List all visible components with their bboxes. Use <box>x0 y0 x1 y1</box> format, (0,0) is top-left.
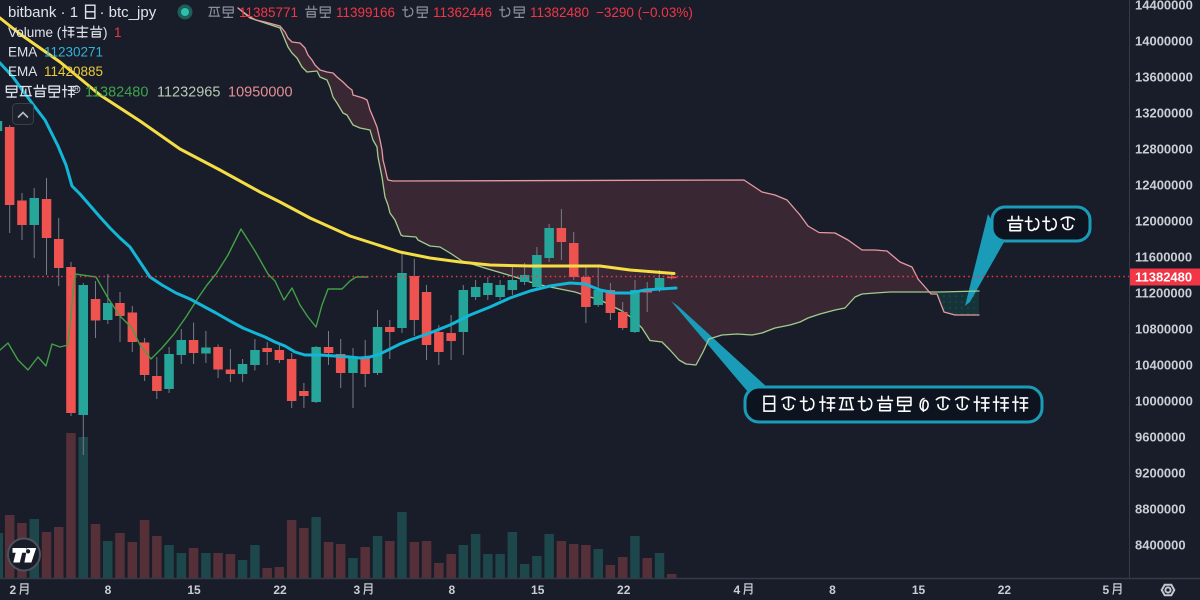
svg-text:9600000: 9600000 <box>1135 430 1186 445</box>
svg-text:5: 5 <box>1103 583 1110 597</box>
svg-text:3: 3 <box>354 583 361 597</box>
svg-text:10400000: 10400000 <box>1135 358 1193 373</box>
svg-text:): ) <box>103 25 108 40</box>
svg-text:10000000: 10000000 <box>1135 394 1193 409</box>
svg-text:15: 15 <box>912 583 926 597</box>
svg-text:2: 2 <box>10 583 17 597</box>
svg-text:12400000: 12400000 <box>1135 178 1193 193</box>
svg-text:R: R <box>74 87 79 93</box>
svg-text:11382480: 11382480 <box>1135 270 1192 285</box>
svg-text:11420885: 11420885 <box>44 64 103 79</box>
svg-text:9200000: 9200000 <box>1135 466 1186 481</box>
svg-text:22: 22 <box>617 583 631 597</box>
svg-text:14000000: 14000000 <box>1135 34 1193 49</box>
svg-text:8: 8 <box>829 583 836 597</box>
svg-text:22: 22 <box>273 583 287 597</box>
svg-text:8: 8 <box>448 583 455 597</box>
svg-text:10950000: 10950000 <box>228 85 293 101</box>
svg-text:1: 1 <box>114 25 122 40</box>
svg-text:Volume (: Volume ( <box>8 25 62 40</box>
svg-text:8: 8 <box>105 583 112 597</box>
svg-text:11362446: 11362446 <box>433 5 492 20</box>
svg-text:13600000: 13600000 <box>1135 70 1193 85</box>
svg-text:11382480: 11382480 <box>530 5 589 20</box>
svg-text:15: 15 <box>531 583 545 597</box>
svg-text:11230271: 11230271 <box>44 45 103 60</box>
svg-text:12000000: 12000000 <box>1135 214 1193 229</box>
svg-text:4: 4 <box>734 583 741 597</box>
svg-text:EMA: EMA <box>8 45 37 60</box>
svg-text:22: 22 <box>998 583 1012 597</box>
svg-text:bitbank · 1: bitbank · 1 <box>8 4 78 21</box>
svg-text:15: 15 <box>187 583 201 597</box>
svg-text:11385771: 11385771 <box>239 5 298 20</box>
svg-text:· btc_jpy: · btc_jpy <box>100 4 157 21</box>
svg-text:8800000: 8800000 <box>1135 502 1186 517</box>
svg-text:−3290 (−0.03%): −3290 (−0.03%) <box>596 5 693 20</box>
svg-text:11232965: 11232965 <box>157 85 220 101</box>
svg-text:10800000: 10800000 <box>1135 322 1193 337</box>
svg-text:11382480: 11382480 <box>85 85 148 101</box>
svg-text:11600000: 11600000 <box>1135 250 1192 265</box>
svg-text:13200000: 13200000 <box>1135 106 1193 121</box>
svg-text:EMA: EMA <box>8 64 37 79</box>
svg-text:12800000: 12800000 <box>1135 142 1193 157</box>
svg-text:11399166: 11399166 <box>336 5 395 20</box>
svg-text:14400000: 14400000 <box>1135 0 1193 13</box>
svg-text:8400000: 8400000 <box>1135 538 1186 553</box>
svg-text:11200000: 11200000 <box>1135 286 1192 301</box>
